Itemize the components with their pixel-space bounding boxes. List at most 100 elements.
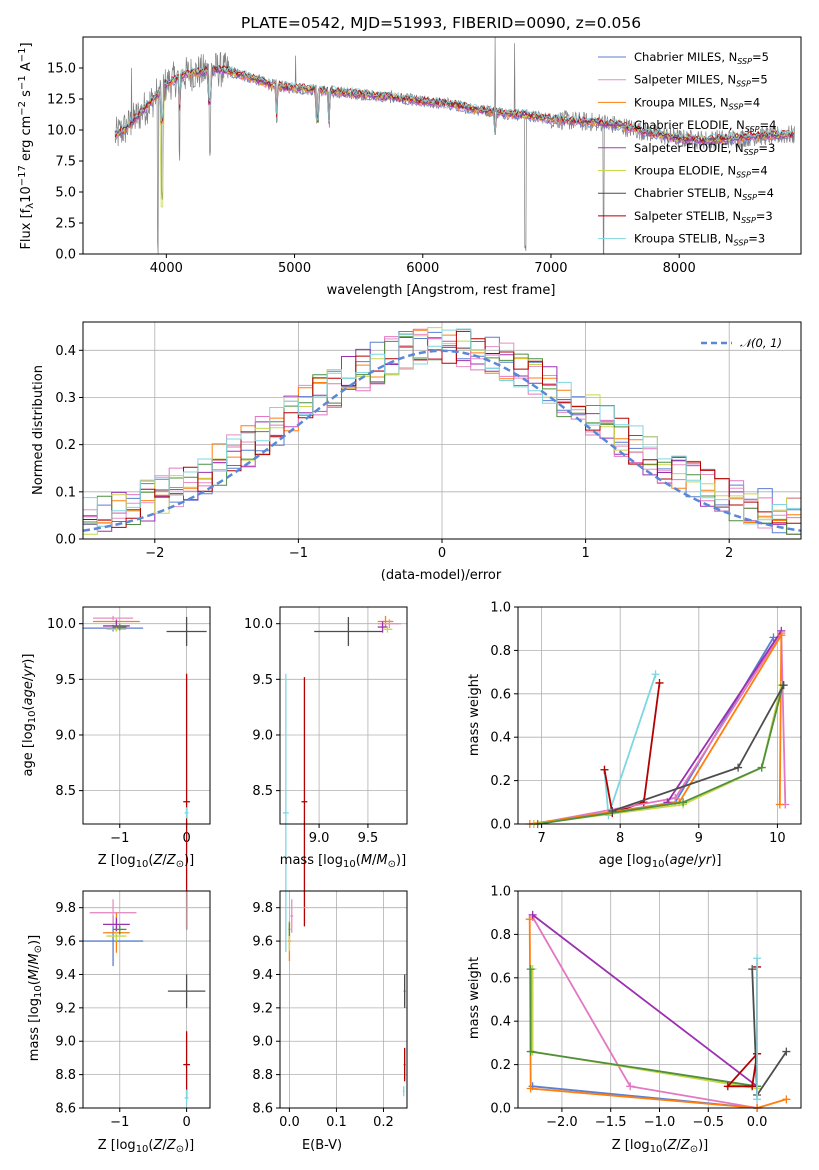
mass-weight-vs-Z-panel-frame xyxy=(517,890,802,1109)
mass-weight-vs-Z-panel-ytick-label: 0.6 xyxy=(490,971,511,986)
mass-vs-ebv-panel-xtick-label: 0.1 xyxy=(326,1115,347,1130)
mass-vs-Z-panel-frame xyxy=(82,890,211,1109)
legend-label: Salpeter STELIB, NSSP=3 xyxy=(634,209,773,225)
spectrum-ytick-label: 7.5 xyxy=(55,155,76,170)
plus-marker xyxy=(526,1047,535,1056)
mass-vs-Z-panel: −1 0 8.6 8.8 9.0 9.2 9.4 9.6 9.8 xyxy=(55,890,211,1130)
age-vs-Z-panel-ytick-label: 8.5 xyxy=(55,784,76,799)
mass-weight-vs-age-panel-ytick-label: 0.6 xyxy=(490,687,511,702)
mass-weight-vs-Z-panel-xtick-label: −1.0 xyxy=(644,1115,676,1130)
age-vs-mass-panel-ytick-label: 9.5 xyxy=(252,673,273,688)
mass-vs-Z-panel-ytick-label: 9.4 xyxy=(55,968,76,983)
agez-xlabel: Z [log10(Z/Z⊙)] xyxy=(98,853,195,870)
spectrum-xlabel: wavelength [Angstrom, rest frame] xyxy=(327,283,556,298)
spectrum-ytick-label: 10.0 xyxy=(47,124,76,139)
mass-weight-vs-age-panel-ytick-label: 0.8 xyxy=(490,644,511,659)
hist-ytick-label: 0.2 xyxy=(55,438,76,453)
mass-weight-vs-age-panel-xtick-label: 7 xyxy=(537,831,545,846)
mass-weight-vs-Z-panel-ytick-label: 0.2 xyxy=(490,1058,511,1073)
legend-label: Kroupa STELIB, NSSP=3 xyxy=(634,232,765,248)
mass-weight-vs-age-panel-xtick-label: 9 xyxy=(695,831,703,846)
hist-ytick-label: 0.3 xyxy=(55,391,76,406)
plus-marker xyxy=(779,681,788,690)
massebv-xlabel: E(B-V) xyxy=(302,1138,342,1153)
mass-vs-ebv-panel: 0.0 0.1 0.2 8.6 8.8 9.0 9.2 9.4 9.6 9.8 xyxy=(252,890,408,1130)
mass-weight-vs-Z-panel: −2.0 −1.5 −1.0 −0.5 0.0 0.0 0.2 0.4 0.6 0.8 1.0 xyxy=(490,885,802,1130)
agez-ylabel: age [log10(age/yr)] xyxy=(21,654,38,777)
series-line xyxy=(666,630,783,803)
plus-marker xyxy=(671,793,680,802)
residual-histogram-chart: −2 −1 0 1 2 0.0 0.1 0.2 0.3 0.4 (data-model)/erro… xyxy=(31,321,802,583)
hist-xtick-label: −1 xyxy=(289,546,308,561)
mass-weight-vs-Z-panel-ytick-label: 1.0 xyxy=(490,885,511,900)
series-line xyxy=(603,674,657,816)
plus-marker xyxy=(748,965,757,974)
age-vs-mass-panel-ytick-label: 8.5 xyxy=(252,784,273,799)
mass-weight-vs-Z-panel-ytick-label: 0.0 xyxy=(490,1102,511,1117)
legend-normal-label: 𝒩(0, 1) xyxy=(740,336,782,350)
mwage-xlabel: age [log10(age/yr)] xyxy=(599,853,722,870)
spectrum-xtick-label: 7000 xyxy=(534,261,567,276)
spectrum-chart: 4000 5000 6000 7000 8000 0.0 2.5 5.0 7.5 10.0 12.5… xyxy=(17,36,802,298)
mass-vs-ebv-panel-ytick-label: 8.8 xyxy=(252,1068,273,1083)
hist-xtick-label: 0 xyxy=(438,546,446,561)
age-vs-Z-panel-ytick-label: 9.0 xyxy=(55,728,76,743)
plus-marker xyxy=(753,1095,762,1104)
plus-marker xyxy=(651,670,660,679)
mass-weight-vs-Z-panel-ytick-label: 0.4 xyxy=(490,1015,511,1030)
mass-vs-Z-panel-xtick-label: −1 xyxy=(110,1115,129,1130)
series-line xyxy=(529,969,758,1088)
plus-marker xyxy=(723,1082,732,1091)
plus-marker xyxy=(748,1082,757,1091)
mass-vs-ebv-panel-xtick-label: 0.2 xyxy=(373,1115,394,1130)
age-vs-mass-panel-xtick-label: 9.5 xyxy=(358,831,379,846)
mass-vs-ebv-panel-ytick-label: 9.0 xyxy=(252,1035,273,1050)
age-vs-mass-panel-ytick-label: 9.0 xyxy=(252,728,273,743)
mass-weight-vs-age-panel-ytick-label: 0.4 xyxy=(490,731,511,746)
mass-weight-vs-Z-panel-xtick-label: −0.5 xyxy=(693,1115,725,1130)
series-line xyxy=(537,684,784,825)
age-vs-mass-panel-xtick-label: 9.0 xyxy=(309,831,330,846)
mass-vs-ebv-panel-ytick-label: 8.6 xyxy=(252,1102,273,1117)
mass-vs-Z-panel-ytick-label: 9.2 xyxy=(55,1001,76,1016)
hist-ytick-label: 0.0 xyxy=(55,533,76,548)
figure-title: PLATE=0542, MJD=51993, FIBERID=0090, z=0… xyxy=(241,14,641,32)
series-line xyxy=(612,684,785,812)
mass-weight-vs-age-panel-ytick-label: 1.0 xyxy=(490,601,511,616)
mass-weight-vs-Z-panel-xtick-label: −2.0 xyxy=(546,1115,578,1130)
age-vs-Z-panel-xtick-label: −1 xyxy=(110,831,129,846)
mass-vs-Z-panel-ytick-label: 8.8 xyxy=(55,1068,76,1083)
hist-xtick-label: −2 xyxy=(145,546,164,561)
mass-vs-ebv-panel-ytick-label: 9.6 xyxy=(252,935,273,950)
agemass-xlabel: mass [log10(M/M⊙)] xyxy=(280,853,406,870)
spectrum-legend: Chabrier MILES, NSSP=5 Salpeter MILES, NS… xyxy=(598,50,776,248)
mwz-xlabel: Z [log10(Z/Z⊙)] xyxy=(612,1138,709,1155)
age-vs-Z-panel: −108.59.09.510.0 xyxy=(47,606,211,930)
legend-label: Salpeter ELODIE, NSSP=3 xyxy=(634,141,775,157)
mass-vs-ebv-panel-xtick-label: 0.0 xyxy=(279,1115,300,1130)
mass-weight-vs-age-panel-ytick-label: 0.2 xyxy=(490,774,511,789)
spectrum-xtick-label: 6000 xyxy=(406,261,439,276)
mass-vs-Z-panel-xtick-label: 0 xyxy=(182,1115,190,1130)
plus-marker xyxy=(655,678,664,687)
plus-marker xyxy=(734,763,743,772)
series-line xyxy=(533,630,787,825)
mass-vs-ebv-panel-frame xyxy=(279,890,408,1109)
spectrum-ytick-label: 0.0 xyxy=(55,248,76,263)
plus-marker xyxy=(608,806,617,815)
mass-weight-vs-age-panel-frame xyxy=(517,606,802,825)
spectrum-ytick-label: 12.5 xyxy=(47,93,76,108)
normal-curve-line xyxy=(82,349,802,532)
mass-vs-Z-panel-ytick-label: 9.6 xyxy=(55,935,76,950)
spectrum-plot-area xyxy=(114,37,795,254)
spectrum-ytick-label: 5.0 xyxy=(55,186,76,201)
plus-marker xyxy=(600,765,609,774)
hist-ytick-label: 0.4 xyxy=(55,344,76,359)
mass-weight-vs-age-panel-xtick-label: 10 xyxy=(769,831,786,846)
massz-xlabel: Z [log10(Z/Z⊙)] xyxy=(98,1138,195,1155)
histogram-xlabel: (data-model)/error xyxy=(381,568,502,583)
mass-weight-vs-age-panel-ytick-label: 0.0 xyxy=(490,818,511,833)
series-line xyxy=(533,684,783,825)
histogram-step-line xyxy=(83,330,801,528)
